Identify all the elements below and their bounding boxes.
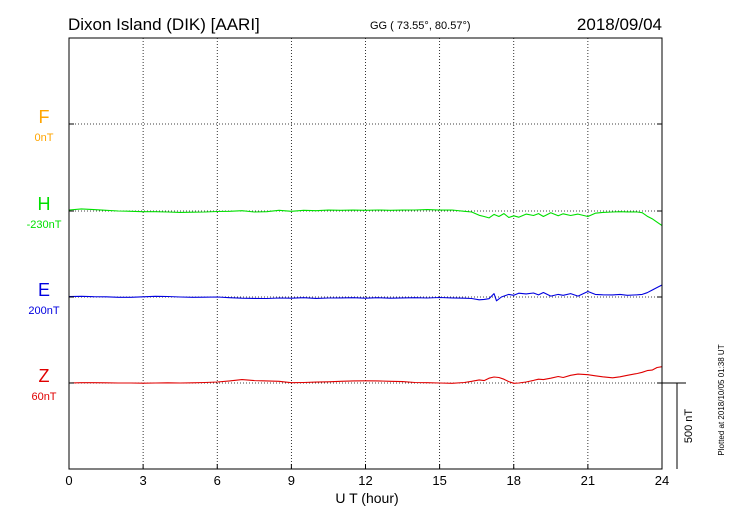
x-tick-label: 15 (432, 473, 446, 488)
channel-name-f: F (39, 107, 50, 127)
series-group (68, 208, 663, 384)
x-tick-label: 0 (65, 473, 72, 488)
series-line-h (68, 208, 663, 227)
channel-labels: F 0nT H -230nT E 200nT Z 60nT (27, 107, 62, 403)
channel-name-e: E (38, 280, 50, 300)
x-axis-label: U T (hour) (335, 490, 398, 506)
series-line-e (68, 284, 663, 302)
channel-name-z: Z (39, 366, 50, 386)
grid (69, 38, 662, 469)
x-tick-label: 12 (358, 473, 372, 488)
channel-offset-e: 200nT (28, 305, 59, 317)
series-line-z (68, 366, 663, 384)
x-tick-label: 21 (581, 473, 595, 488)
x-tick-label: 24 (655, 473, 669, 488)
channel-offset-f: 0nT (35, 132, 54, 144)
x-tick-label: 18 (507, 473, 521, 488)
x-tick-label: 9 (288, 473, 295, 488)
plot-timestamp: Plotted at 2018/10/05 01:38 UT (717, 344, 726, 455)
x-tick-label: 6 (214, 473, 221, 488)
plot-date: 2018/09/04 (577, 15, 662, 34)
channel-offset-z: 60nT (31, 391, 56, 403)
scale-bar-label: 500 nT (683, 409, 695, 444)
station-title: Dixon Island (DIK) [AARI] (68, 15, 260, 34)
x-tick-label: 3 (140, 473, 147, 488)
channel-name-h: H (38, 194, 51, 214)
x-axis: 0 3 6 9 12 15 18 21 24 (65, 123, 669, 488)
channel-offset-h: -230nT (27, 219, 62, 231)
geographic-coordinates: GG ( 73.55°, 80.57°) (370, 20, 471, 32)
